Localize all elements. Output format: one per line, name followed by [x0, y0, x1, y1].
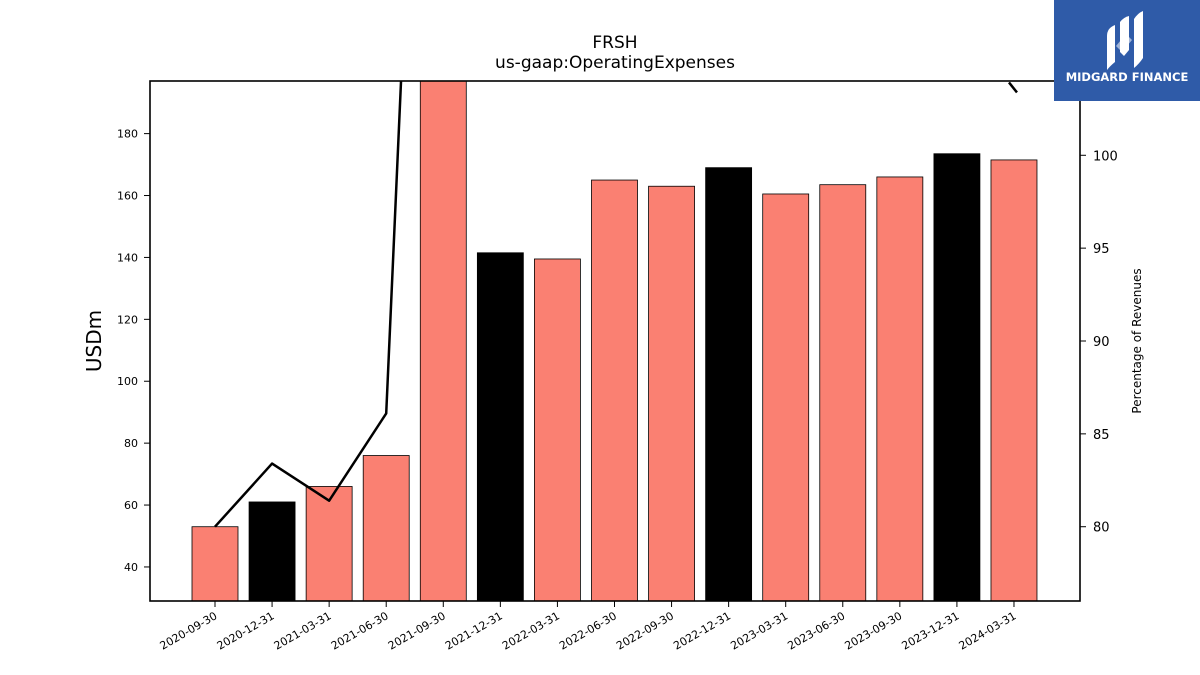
bar: [819, 184, 867, 601]
logo-mark-icon: [1107, 11, 1143, 70]
x-tick-label: 2023-06-30: [785, 609, 847, 652]
x-tick-label: 2021-03-31: [272, 609, 334, 652]
y-tick-label: 120: [117, 313, 138, 326]
y-tick-label: 140: [117, 251, 138, 264]
bar: [419, 81, 467, 601]
bar: [762, 193, 810, 601]
bar: [191, 526, 239, 601]
bar: [305, 486, 353, 601]
y-tick-label: 180: [117, 128, 138, 141]
y-tick-label: 160: [117, 190, 138, 203]
x-tick-label: 2021-06-30: [329, 609, 391, 652]
x-tick-label: 2022-06-30: [557, 609, 619, 652]
bar: [990, 159, 1038, 601]
logo-text: MIDGARD FINANCE: [1066, 70, 1189, 84]
y2-tick-label: 85: [1093, 428, 1110, 443]
line-series: [214, 81, 1018, 528]
bar: [534, 258, 581, 601]
x-tick-label: 2023-12-31: [900, 609, 962, 652]
x-tick-label: 2022-12-31: [671, 609, 733, 652]
midgard-finance-logo: MIDGARD FINANCE: [1054, 0, 1200, 101]
chart-subtitle: us-gaap:OperatingExpenses: [495, 53, 735, 73]
x-tick-label: 2021-09-30: [386, 609, 448, 652]
x-tick-label: 2020-09-30: [158, 609, 220, 652]
bar: [876, 176, 924, 601]
y-tick-label: 60: [124, 499, 138, 512]
bar: [705, 167, 753, 601]
bar: [248, 501, 296, 601]
bar: [591, 179, 638, 601]
y-axis-label: USDm: [82, 310, 106, 372]
y2-axis-label: Percentage of Revenues: [1130, 268, 1144, 413]
bar: [648, 185, 695, 601]
line-segment: [1008, 81, 1018, 94]
x-tick-label: 2022-03-31: [500, 609, 562, 652]
x-tick-label: 2022-09-30: [614, 609, 676, 652]
bar-series: [191, 81, 1038, 601]
y2-tick-label: 100: [1093, 149, 1118, 164]
y-tick-label: 100: [117, 375, 138, 388]
x-tick-label: 2021-12-31: [443, 609, 505, 652]
x-tick-label: 2024-03-31: [957, 609, 1019, 652]
line-segment: [214, 81, 403, 528]
y2-tick-label: 80: [1093, 521, 1110, 536]
bar: [933, 153, 981, 601]
bar: [362, 455, 410, 601]
y2-tick-label: 90: [1093, 335, 1110, 350]
y-tick-label: 40: [124, 561, 138, 574]
x-tick-label: 2023-03-31: [728, 609, 790, 652]
x-tick-label: 2020-12-31: [215, 609, 277, 652]
x-tick-label: 2023-09-30: [842, 609, 904, 652]
bar: [476, 252, 524, 601]
chart-title: FRSH: [592, 33, 637, 53]
y2-tick-label: 95: [1093, 242, 1110, 257]
y-tick-label: 80: [124, 437, 138, 450]
